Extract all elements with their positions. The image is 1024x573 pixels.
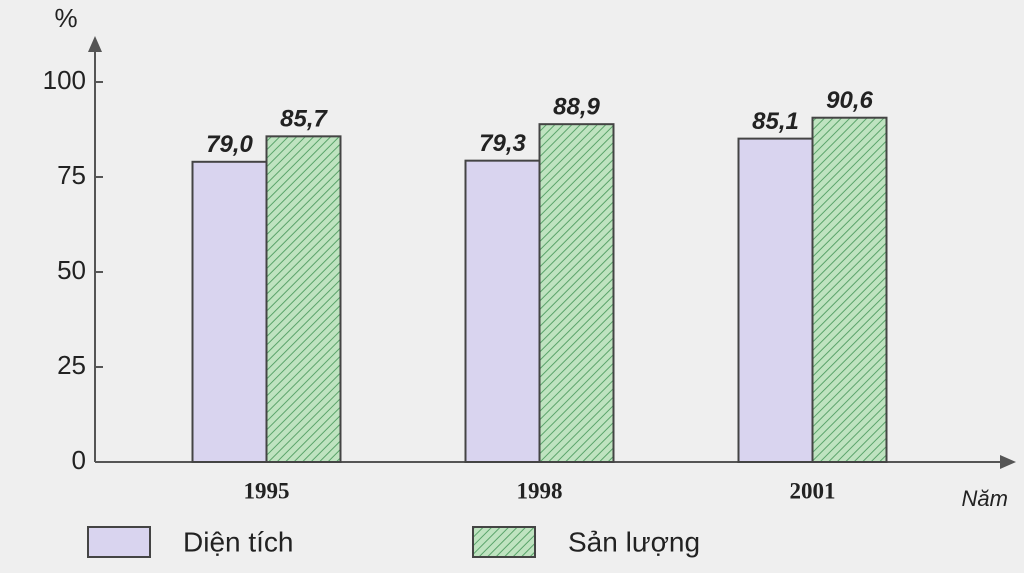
bar xyxy=(265,135,342,463)
legend-label: Diện tích xyxy=(183,526,294,557)
y-axis-arrow xyxy=(88,36,102,52)
x-tick-label: 1998 xyxy=(517,478,563,503)
value-label: 79,0 xyxy=(206,131,253,158)
y-axis-label: % xyxy=(54,3,77,33)
y-tick-label: 25 xyxy=(57,350,86,380)
y-tick-label: 100 xyxy=(43,65,86,95)
x-tick-label: 1995 xyxy=(244,478,290,503)
x-tick-label: 2001 xyxy=(790,478,836,503)
y-tick-label: 75 xyxy=(57,160,86,190)
value-label: 88,9 xyxy=(553,94,600,121)
value-label: 79,3 xyxy=(479,130,526,157)
y-tick-label: 0 xyxy=(72,445,86,475)
x-axis-label: Năm xyxy=(962,486,1008,511)
bar xyxy=(811,116,888,463)
legend-swatch xyxy=(87,526,151,558)
legend-swatch xyxy=(472,526,536,558)
legend-label: Sản lượng xyxy=(568,526,700,557)
bar xyxy=(464,159,541,463)
value-label: 90,6 xyxy=(826,87,873,114)
x-axis-arrow xyxy=(1000,455,1016,469)
bar xyxy=(737,137,814,463)
bar xyxy=(538,123,615,464)
value-label: 85,1 xyxy=(752,108,799,135)
value-label: 85,7 xyxy=(280,106,328,133)
bar xyxy=(191,160,268,464)
y-tick-label: 50 xyxy=(57,255,86,285)
